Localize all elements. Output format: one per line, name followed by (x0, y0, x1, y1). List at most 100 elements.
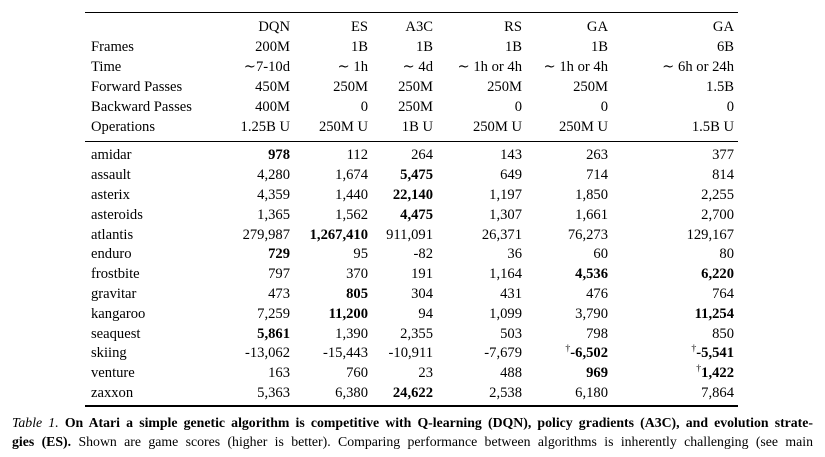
cell-value: 473 (205, 285, 290, 305)
score-value: 764 (712, 285, 734, 302)
cell-value: 279,987 (205, 225, 290, 245)
dagger-mark: † (696, 363, 702, 375)
cell-value: ∼ 1h (337, 59, 368, 75)
score-value: -13,062 (245, 345, 290, 362)
score-value: 1,562 (335, 206, 368, 223)
game-row: amidar 978 112 264 143 263 377 (85, 142, 738, 166)
cell-value: 1B (504, 38, 522, 55)
score-value: 978 (268, 147, 290, 164)
caption-table-label: Table 1. (12, 415, 59, 430)
cell-value: 1B (415, 38, 433, 55)
row-label: asteroids (91, 206, 143, 223)
row-label: asterix (91, 186, 130, 203)
cell-value: 36 (433, 245, 522, 265)
cell-value: 5,363 (205, 384, 290, 407)
score-value: 2,355 (400, 325, 433, 342)
score-value: 94 (418, 305, 433, 322)
header-row: DQN ES A3C RS GA GA (85, 13, 738, 38)
caption-line-1: Table 1. On Atari a simple genetic algor… (12, 414, 813, 433)
cell-value: 1,197 (433, 186, 522, 206)
score-value: 263 (586, 147, 608, 164)
cell-value: 7,259 (205, 304, 290, 324)
score-value: 649 (500, 167, 522, 184)
cell-value: 1,164 (433, 265, 522, 285)
cell-value: 1,562 (290, 205, 368, 225)
score-value: -7,679 (484, 345, 522, 362)
cell-value: 1,440 (290, 186, 368, 206)
cell-value: 814 (608, 166, 738, 186)
cell-value: 250M (398, 98, 433, 115)
cell-value: 250M (573, 78, 608, 95)
cell-value: 11,200 (290, 304, 368, 324)
score-value: 1,267,410 (309, 226, 368, 243)
cell-value: 729 (205, 245, 290, 265)
cell-value: 11,254 (608, 304, 738, 324)
score-value: 370 (346, 266, 368, 283)
dagger-mark: † (691, 343, 697, 355)
score-value: 24,622 (392, 384, 433, 401)
cell-value: 1B U (368, 117, 433, 142)
cell-value: 250M U (290, 117, 368, 142)
cell-value: 5,475 (368, 166, 433, 186)
score-value: -15,443 (323, 345, 368, 362)
cell-value: 0 (726, 98, 734, 115)
cell-value: 969 (522, 364, 608, 384)
score-value: 2,255 (701, 186, 734, 203)
score-value: 911,091 (386, 226, 433, 243)
score-value: 1,390 (335, 325, 368, 342)
cell-value: 476 (522, 285, 608, 305)
row-label: Time (91, 58, 122, 75)
cell-value: 764 (608, 285, 738, 305)
score-value: -10,911 (388, 345, 433, 362)
cell-value: 250M U (522, 117, 608, 142)
score-value: -82 (413, 246, 433, 263)
cell-value: 60 (522, 245, 608, 265)
score-value: 473 (268, 285, 290, 302)
score-value: 377 (712, 147, 734, 164)
score-value: 431 (500, 285, 522, 302)
game-row: venture 163 760 23 488 969 †1,422 (85, 364, 738, 384)
table-body: Frames 200M 1B 1B 1B 1B 6B Time ∼7-10d ∼ 1h ∼ 4d ∼ … (85, 37, 738, 406)
row-label: Backward Passes (91, 98, 192, 115)
score-value: 5,363 (257, 384, 290, 401)
row-label: atlantis (91, 226, 134, 243)
score-value: 7,259 (257, 305, 290, 322)
cell-value: 2,255 (608, 186, 738, 206)
row-label: Operations (85, 117, 205, 142)
cell-value: 370 (290, 265, 368, 285)
score-value: 1,850 (575, 186, 608, 203)
score-value: 26,371 (481, 226, 522, 243)
cell-value: -82 (368, 245, 433, 265)
score-value: 969 (586, 365, 608, 382)
cell-value: 1.5B (706, 78, 734, 95)
score-value: 760 (346, 365, 368, 382)
score-value: 1,099 (489, 305, 522, 322)
cell-value: 805 (290, 285, 368, 305)
score-value: 2,538 (489, 384, 522, 401)
score-value: 5,861 (257, 325, 290, 342)
game-row: enduro 729 95 -82 36 60 80 (85, 245, 738, 265)
game-row: gravitar 473 805 304 431 476 764 (85, 285, 738, 305)
row-label: assault (91, 167, 131, 184)
cell-value: 450M (255, 78, 290, 95)
row-label: zaxxon (91, 384, 134, 401)
caption-bold-text-1: On Atari a simple genetic algorithm is c… (64, 415, 813, 430)
score-value: 264 (411, 147, 433, 164)
cell-value: 4,475 (368, 205, 433, 225)
cell-value: -13,062 (205, 344, 290, 364)
cell-value: 798 (522, 324, 608, 344)
score-value: 5,475 (400, 167, 433, 184)
cell-value: ∼7-10d (243, 59, 290, 75)
score-value: 112 (346, 147, 368, 164)
row-label: Forward Passes (91, 78, 183, 95)
cell-value: ∼ 1h or 4h (543, 59, 608, 75)
cell-value: 304 (368, 285, 433, 305)
score-value: 488 (500, 365, 522, 382)
cell-value: ∼ 4d (402, 59, 433, 75)
score-value: 6,380 (335, 384, 368, 401)
cell-value: -7,679 (433, 344, 522, 364)
score-value: 22,140 (392, 186, 433, 203)
cell-value: 76,273 (522, 225, 608, 245)
score-value: 729 (268, 246, 290, 263)
